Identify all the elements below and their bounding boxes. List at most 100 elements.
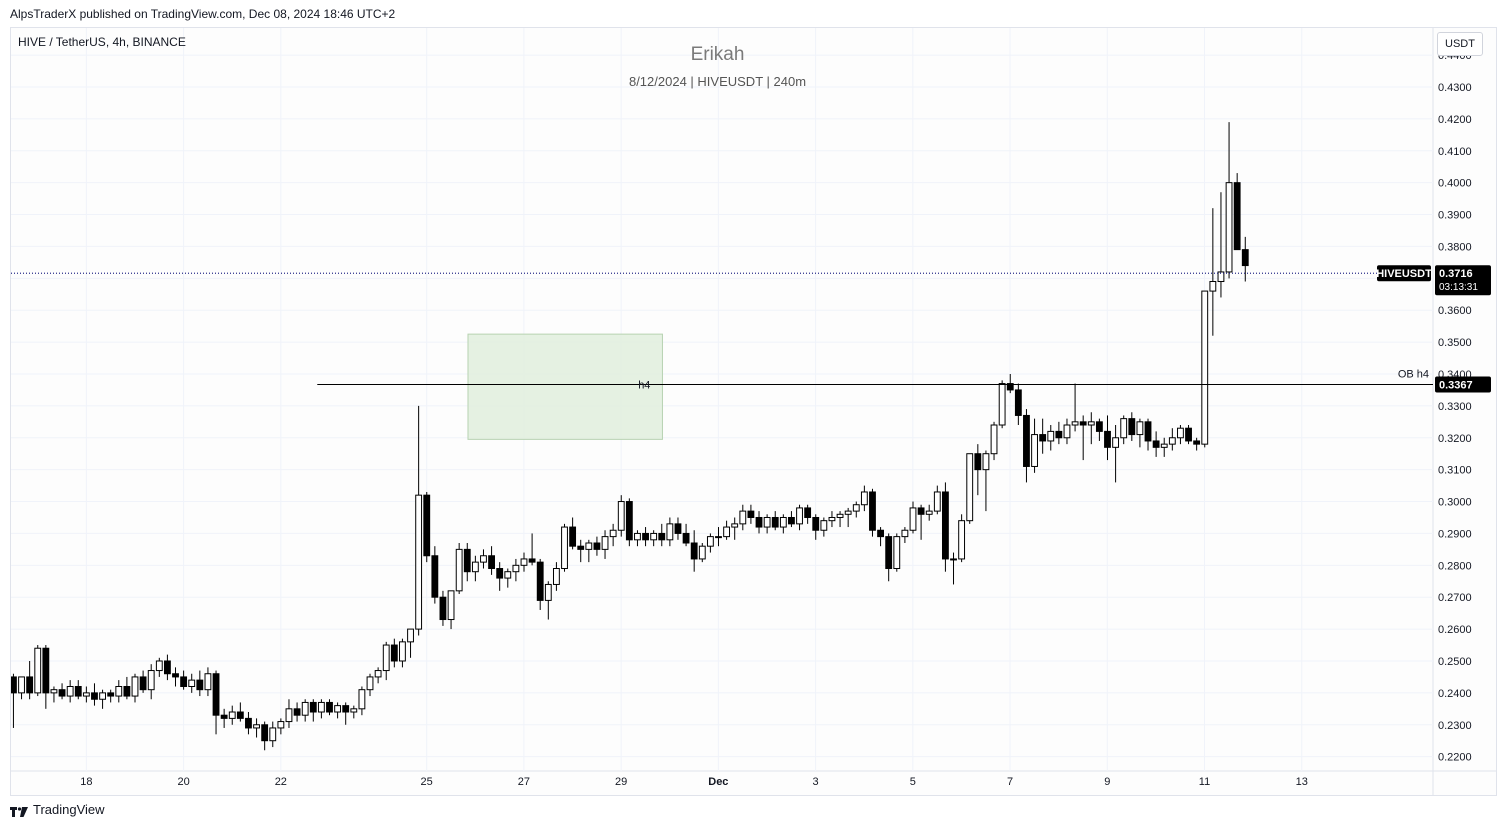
order-block-zone[interactable] bbox=[467, 333, 663, 440]
candle-body-down bbox=[74, 685, 82, 697]
candle-body-down bbox=[390, 644, 398, 662]
candle-body-up bbox=[1031, 434, 1038, 467]
candle bbox=[755, 511, 763, 534]
price-axis[interactable]: 0.2200 0.2300 0.2400 0.2500 0.2600 0.2700 0.28… bbox=[1435, 50, 1491, 764]
candle-body-down bbox=[1241, 249, 1249, 267]
candle-body-down bbox=[788, 516, 795, 525]
candle bbox=[520, 552, 528, 572]
candle bbox=[1233, 173, 1241, 251]
candle bbox=[1063, 418, 1071, 445]
candle bbox=[188, 673, 196, 693]
price-tick-label: 0.2700 bbox=[1438, 592, 1472, 604]
publish-info: AlpsTraderX published on TradingView.com… bbox=[10, 7, 396, 21]
candle bbox=[796, 504, 803, 531]
candle-body-down bbox=[812, 516, 820, 531]
candle-body-down bbox=[163, 660, 171, 675]
ob-price-badge bbox=[1435, 376, 1491, 393]
candle bbox=[488, 546, 495, 575]
order-block-rect[interactable] bbox=[467, 333, 663, 440]
candle-body-up bbox=[455, 548, 463, 592]
candle bbox=[1006, 373, 1014, 394]
candle-body-up bbox=[1168, 437, 1176, 445]
candle-body-up bbox=[933, 491, 941, 512]
footer-brand-label: TradingView bbox=[33, 802, 105, 817]
candle-body-up bbox=[399, 641, 406, 662]
candle-body-up bbox=[131, 676, 139, 697]
footer-brand[interactable]: TradingView bbox=[10, 802, 105, 817]
candle-body-down bbox=[439, 596, 447, 621]
candle bbox=[974, 444, 982, 496]
candle bbox=[107, 689, 115, 703]
candle-body-down bbox=[423, 494, 431, 557]
candle bbox=[982, 450, 990, 512]
candle bbox=[1128, 412, 1136, 441]
price-chart[interactable]: h4 OB h4 HIVEUSDT 0.2200 0.2300 0.2400 0.2500… bbox=[11, 28, 1496, 795]
candle bbox=[642, 527, 649, 547]
candle-body-up bbox=[1217, 271, 1225, 283]
candle-body-down bbox=[107, 692, 115, 697]
candle-body-up bbox=[382, 644, 390, 672]
candle bbox=[277, 718, 285, 735]
candle-body-up bbox=[334, 705, 342, 713]
candle-body-down bbox=[488, 555, 495, 570]
candle bbox=[561, 523, 568, 572]
candle bbox=[447, 590, 455, 630]
candle-body-down bbox=[747, 510, 755, 518]
candle bbox=[504, 568, 512, 588]
candle-body-down bbox=[220, 714, 228, 719]
candle bbox=[131, 673, 139, 703]
candle bbox=[480, 549, 487, 569]
candle-body-up bbox=[966, 453, 974, 522]
candle-body-down bbox=[674, 523, 682, 534]
candle-body-up bbox=[147, 670, 155, 691]
candle bbox=[74, 680, 82, 700]
candle-body-up bbox=[950, 558, 957, 561]
candle-body-down bbox=[342, 705, 350, 713]
candle-body-up bbox=[204, 673, 212, 691]
candle-body-up bbox=[958, 520, 966, 560]
candle bbox=[1225, 122, 1233, 279]
price-tick-label: 0.4000 bbox=[1438, 178, 1472, 190]
candle bbox=[593, 536, 601, 556]
symbol-legend[interactable]: HIVE / TetherUS, 4h, BINANCE bbox=[18, 35, 186, 49]
candle bbox=[828, 511, 836, 528]
candle-body-up bbox=[836, 513, 844, 518]
candle-body-down bbox=[577, 545, 585, 550]
candle bbox=[245, 712, 252, 735]
candle bbox=[115, 680, 123, 703]
candle-body-up bbox=[601, 536, 609, 550]
candle-body-down bbox=[172, 673, 179, 678]
grid bbox=[11, 28, 1496, 795]
candle bbox=[1095, 418, 1103, 441]
candle-body-down bbox=[642, 532, 649, 541]
candle bbox=[650, 530, 658, 547]
candle bbox=[123, 676, 131, 700]
candle-body-up bbox=[407, 628, 414, 643]
time-tick-label: 18 bbox=[80, 776, 92, 788]
candle-body-up bbox=[374, 670, 382, 678]
candle-body-up bbox=[698, 545, 706, 560]
candle-body-up bbox=[617, 501, 625, 531]
candle-body-up bbox=[731, 523, 739, 528]
time-axis[interactable]: 18 20 22 25 27 29 Dec 3 5 7 9 11 13 bbox=[80, 776, 1308, 788]
candle bbox=[82, 686, 90, 703]
tradingview-logo-icon bbox=[10, 805, 28, 817]
chart-pane[interactable]: h4 OB h4 HIVEUSDT 0.2200 0.2300 0.2400 0.2500… bbox=[10, 27, 1497, 796]
candle-body-down bbox=[869, 491, 876, 531]
candle bbox=[1201, 290, 1209, 448]
price-tick-label: 0.2500 bbox=[1438, 656, 1472, 668]
currency-button[interactable]: USDT bbox=[1437, 32, 1483, 56]
time-tick-label: 9 bbox=[1104, 776, 1110, 788]
candle bbox=[609, 523, 617, 547]
candle bbox=[885, 533, 893, 582]
candle-body-down bbox=[1152, 440, 1160, 448]
candle-body-up bbox=[1209, 281, 1217, 292]
candle-body-down bbox=[625, 501, 633, 541]
candle-body-up bbox=[115, 685, 123, 697]
candle bbox=[739, 504, 747, 531]
candle bbox=[317, 699, 325, 719]
candle-body-up bbox=[447, 590, 455, 621]
candle bbox=[342, 702, 350, 725]
candle bbox=[1185, 425, 1192, 445]
candle-body-down bbox=[1055, 430, 1063, 439]
